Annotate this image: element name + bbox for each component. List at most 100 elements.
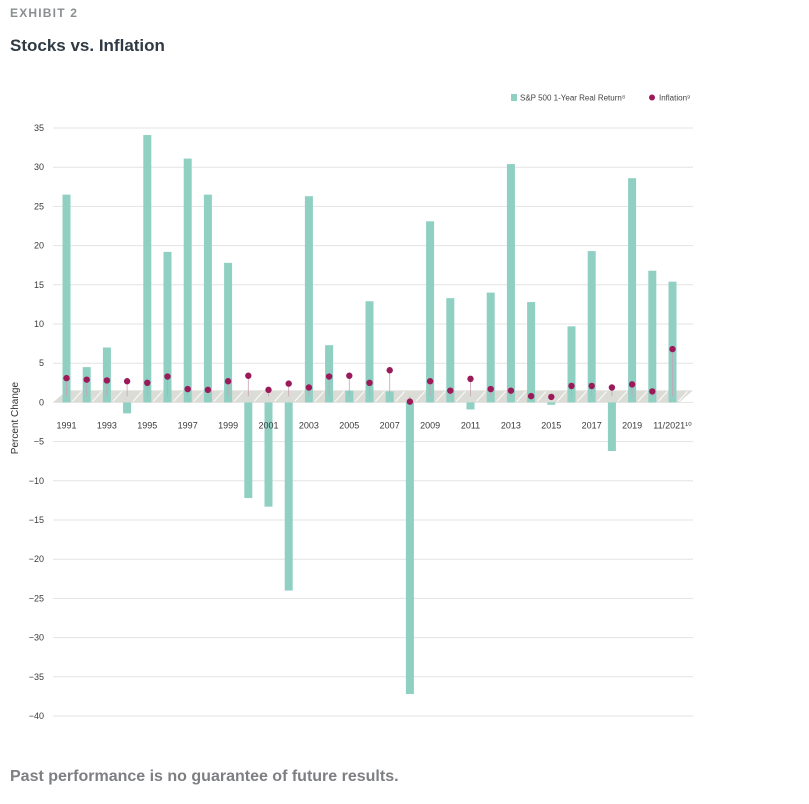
bar-1998 (203, 194, 212, 403)
x-tick-label: 1997 (178, 420, 198, 430)
bar-2020 (648, 270, 657, 403)
x-tick-label: 11/2021¹⁰ (653, 420, 692, 430)
bar-2007 (385, 391, 394, 403)
y-tick-label: −5 (34, 437, 44, 447)
inflation-dot-2002 (285, 380, 292, 387)
y-tick-label: 15 (34, 280, 44, 290)
x-tick-label: 2005 (339, 420, 359, 430)
bar-1994 (123, 402, 132, 414)
y-tick-label: −30 (29, 633, 44, 643)
y-tick-label: −10 (29, 476, 44, 486)
bar-2001 (264, 402, 273, 507)
inflation-dot-2008 (406, 398, 414, 405)
inflation-dot-2020 (649, 388, 656, 395)
inflation-dot-1993 (103, 377, 111, 384)
inflation-dot-1999 (224, 378, 232, 385)
band-hatch (173, 390, 183, 402)
inflation-dot-2015 (548, 393, 555, 401)
inflation-dot-2005 (346, 372, 353, 379)
band-hatch (294, 390, 305, 402)
inflation-dot-1994 (123, 378, 131, 385)
inflation-dot-2004 (325, 373, 333, 380)
bar-1997 (183, 158, 192, 403)
y-tick-label: 5 (39, 358, 44, 368)
bar-2017 (587, 251, 596, 403)
bar-2016 (567, 326, 576, 403)
inflation-dot-2009 (426, 378, 434, 385)
x-tick-label: 2009 (420, 420, 440, 430)
legend-bar-swatch (511, 94, 517, 101)
inflation-dot-2019 (628, 381, 636, 388)
band-hatch (152, 390, 163, 402)
band-hatch (193, 390, 204, 402)
band-hatch (678, 390, 688, 402)
inflation-dot-2017 (588, 382, 595, 390)
band-hatch (112, 390, 123, 402)
bar-2014 (527, 302, 536, 403)
band-hatch (213, 390, 224, 402)
bar-2000 (244, 402, 253, 499)
inflation-dot-1992 (83, 376, 90, 383)
bar-11/2021 (668, 281, 677, 403)
bar-2009 (426, 221, 435, 403)
band-hatch (253, 390, 264, 402)
y-tick-label: −20 (29, 554, 44, 564)
bar-1999 (224, 262, 233, 403)
inflation-dot-2013 (507, 387, 515, 394)
inflation-dot-2001 (265, 386, 272, 394)
band-hatch (72, 390, 82, 402)
bar-1996 (163, 251, 172, 403)
bar-2018 (607, 402, 616, 452)
band-hatch (516, 390, 527, 402)
bar-2013 (506, 164, 515, 403)
bar-2006 (365, 301, 374, 403)
y-axis-label: Percent Change (10, 382, 21, 455)
y-tick-label: −40 (29, 711, 44, 721)
inflation-dot-2014 (527, 392, 535, 400)
bar-1995 (143, 135, 152, 403)
inflation-dot-2018 (608, 384, 616, 391)
bar-2008 (405, 402, 414, 695)
inflation-dot-2011 (467, 375, 474, 383)
x-tick-label: 2015 (541, 420, 561, 430)
bar-2010 (446, 298, 455, 403)
inflation-dot-1995 (144, 379, 151, 386)
y-tick-label: 20 (34, 241, 44, 251)
y-tick-label: −35 (29, 672, 44, 682)
bar-2012 (486, 292, 495, 403)
exhibit-label: EXHIBIT 2 (10, 6, 79, 20)
legend: S&P 500 1-Year Real Return⁸ Inflation⁹ (511, 94, 690, 103)
band-hatch (314, 390, 325, 402)
inflation-dot-1991 (63, 374, 70, 382)
disclaimer-note: Past performance is no guarantee of futu… (10, 768, 399, 785)
inflation-dot-2016 (568, 382, 575, 390)
band-hatch (476, 390, 486, 402)
inflation-dot-2006 (366, 379, 373, 386)
inflation-dot-2000 (245, 372, 252, 379)
band-hatch (455, 390, 466, 402)
inflation-dot-2003 (305, 384, 313, 391)
bar-2019 (628, 178, 637, 403)
y-tick-label: 10 (34, 319, 44, 329)
band-hatch (597, 390, 608, 402)
inflation-dot-1998 (204, 386, 212, 394)
inflation-dot-1996 (164, 373, 171, 380)
bar-1991 (62, 194, 71, 403)
y-tick-label: −25 (29, 593, 44, 603)
band-hatch (556, 390, 567, 402)
inflation-dot-2010 (447, 387, 454, 394)
x-tick-label: 2011 (461, 420, 480, 430)
band-hatch (274, 390, 284, 402)
y-tick-label: 25 (34, 201, 44, 211)
band-hatch (92, 390, 103, 402)
band-hatch (415, 390, 426, 402)
x-tick-label: 1999 (218, 420, 238, 430)
legend-label: S&P 500 1-Year Real Return⁸ (520, 94, 625, 103)
y-tick-label: −15 (29, 515, 44, 525)
band-hatch (354, 390, 365, 402)
bar-1993 (102, 347, 111, 403)
bar-2011 (466, 402, 475, 410)
x-tick-label: 2019 (622, 420, 642, 430)
band-hatch (657, 390, 668, 402)
